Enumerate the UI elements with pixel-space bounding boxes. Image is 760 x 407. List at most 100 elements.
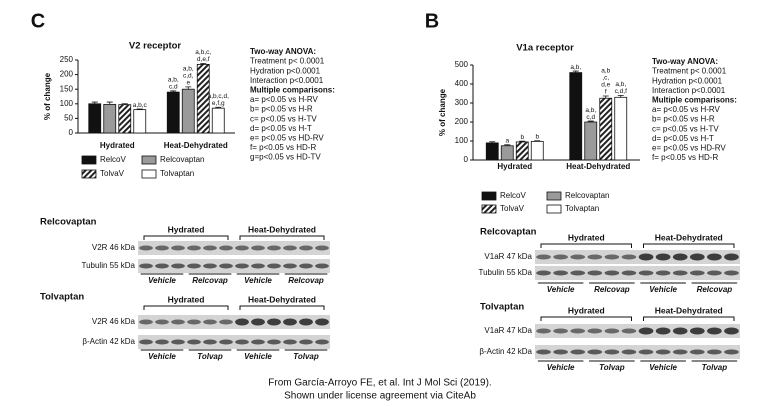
error-bar: [121, 103, 128, 105]
blot-band: [604, 254, 620, 260]
blot-band: [707, 253, 722, 261]
error-bar: [534, 140, 541, 142]
bar: [103, 103, 117, 134]
significance-label: c,d: [169, 84, 178, 91]
significance-label: b: [520, 134, 524, 141]
error-bar: [185, 86, 192, 90]
significance-label: b: [535, 134, 539, 141]
blot-band: [155, 319, 169, 325]
row-label: V2R 46 kDa: [92, 317, 136, 326]
legend-label: TolvaV: [500, 204, 525, 213]
blot-strip: [138, 335, 330, 349]
blot-band: [570, 254, 586, 260]
blot-band: [299, 245, 313, 251]
blot-band: [707, 270, 722, 276]
blot-strip: [138, 315, 330, 329]
blot-band: [299, 263, 313, 269]
blot-band: [553, 328, 568, 334]
blot-band: [187, 319, 201, 325]
blot-band: [315, 245, 329, 251]
blot-band: [171, 339, 185, 345]
blot-band: [219, 319, 233, 325]
group-bracket: [643, 243, 735, 248]
blot-band: [604, 328, 620, 334]
stats-text: Two-way ANOVA:: [250, 47, 316, 56]
y-tick-label: 200: [60, 70, 74, 79]
y-tick-label: 150: [60, 84, 74, 93]
blot-band: [621, 270, 637, 276]
significance-label: c,d,: [183, 73, 194, 80]
y-axis-label: % of change: [43, 72, 52, 120]
bar: [500, 145, 514, 161]
stats-text: b= p<0.05 vs H-R: [250, 105, 313, 114]
stats-text: Treatment p< 0.0001: [652, 67, 727, 76]
lane-label: Vehicle: [547, 363, 575, 372]
blot-band: [267, 263, 281, 269]
blot-band: [251, 318, 265, 326]
blot-band: [655, 327, 671, 335]
blot-band: [299, 318, 313, 326]
row-label: V1aR 47 kDa: [484, 326, 532, 335]
stats-text: Multiple comparisons:: [250, 86, 335, 95]
blot-band: [299, 339, 313, 345]
stats-text: f= p<0.05 vs HD-R: [250, 143, 316, 152]
blot-strip: [535, 266, 740, 280]
group-bracket: [143, 305, 229, 310]
blot-band: [171, 263, 185, 269]
blot-band: [604, 349, 620, 355]
blot-band: [587, 328, 603, 334]
legend-swatch: [81, 169, 97, 179]
blot-band: [638, 349, 654, 355]
bar: [211, 107, 225, 134]
blot-band: [139, 339, 153, 345]
group-label: Hydrated: [168, 224, 205, 234]
error-bar: [106, 101, 113, 105]
stats-text: Interaction p<0.0001: [250, 76, 324, 85]
lane-label: Vehicle: [649, 363, 677, 372]
blot-band: [672, 327, 688, 335]
panel-letter: C: [31, 10, 45, 32]
blot-band: [203, 339, 217, 345]
blot-band: [171, 319, 185, 325]
error-bar: [91, 101, 98, 104]
significance-label: e,f,g: [212, 100, 225, 107]
lane-label: Tolvap: [702, 363, 728, 372]
blot-band: [171, 245, 185, 251]
blot-band: [604, 270, 620, 276]
blot-band: [621, 254, 637, 260]
legend-swatch: [481, 204, 497, 214]
significance-label: a,b,c,d,: [208, 93, 230, 100]
lane-label: Vehicle: [148, 352, 176, 361]
x-tick-label: Hydrated: [100, 141, 135, 150]
significance-label: a,b,: [615, 81, 626, 88]
stats-text: f= p<0.05 vs HD-R: [652, 153, 718, 162]
blot-title: Relcovaptan: [480, 227, 537, 238]
stats-text: e= p<0.05 vs HD-RV: [250, 134, 324, 143]
blot-band: [570, 328, 586, 334]
blot-band: [587, 254, 603, 260]
bar: [181, 88, 195, 134]
stats-text: a= p<0.05 vs H-RV: [250, 95, 319, 104]
blot-band: [267, 318, 281, 326]
blot-band: [638, 253, 654, 261]
blot-band: [724, 253, 739, 261]
blot-strip: [535, 345, 740, 359]
x-tick-label: Hydrated: [497, 162, 532, 171]
blot-band: [155, 263, 169, 269]
error-bar: [489, 141, 496, 143]
lane-label: Tolvap: [599, 363, 625, 372]
group-label: Hydrated: [568, 232, 605, 242]
blot-band: [315, 263, 329, 269]
row-label: β-Actin 42 kDa: [479, 347, 532, 356]
stats-text: Multiple comparisons:: [652, 96, 737, 105]
blot-band: [251, 245, 265, 251]
blot-band: [203, 319, 217, 325]
legend-swatch: [141, 169, 157, 179]
blot-band: [283, 339, 297, 345]
stats-text: d= p<0.05 vs H-T: [652, 134, 714, 143]
blot-band: [724, 349, 739, 355]
blot-band: [689, 327, 705, 335]
error-bar: [170, 90, 177, 93]
y-tick-label: 200: [455, 117, 469, 126]
